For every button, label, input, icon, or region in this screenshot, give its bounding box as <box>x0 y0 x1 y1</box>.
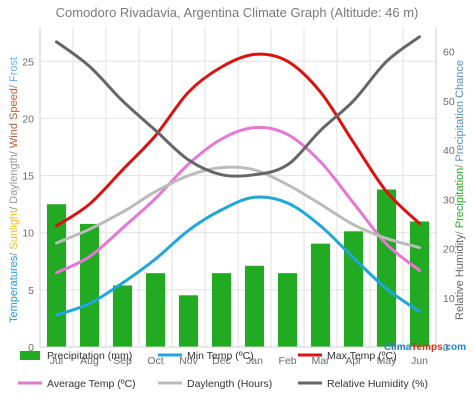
precipitation-bar <box>112 285 133 347</box>
legend-label-precipitation: Precipitation (mm) <box>47 350 132 362</box>
axis-label-part: / <box>8 250 20 256</box>
axis-label-part: Precipitation <box>454 168 466 229</box>
legend-label-daylength: Daylength (Hours) <box>187 378 272 390</box>
y-right-tick-label: 30 <box>443 194 455 206</box>
precipitation-bar <box>376 189 397 347</box>
x-tick-label: Jul <box>50 355 63 367</box>
brand-domain: .com <box>443 342 466 353</box>
y-left-tick-label: 15 <box>22 171 34 183</box>
y-right-tick-label: 20 <box>443 244 455 256</box>
legend: Precipitation (mm) Min Temp (ºC) Max Temp … <box>18 350 428 390</box>
average-temp-line <box>55 125 421 275</box>
precipitation-bar <box>145 273 166 347</box>
axis-label-part: Relative Humidity <box>454 234 466 320</box>
y-right-tick-label: 40 <box>443 145 455 157</box>
precipitation-bar <box>79 223 100 347</box>
x-tick-label: Apr <box>345 355 362 367</box>
y-right-tick-label: 50 <box>443 96 455 108</box>
x-tick-label: Jun <box>411 355 428 367</box>
x-tick-label: Jan <box>246 355 263 367</box>
legend-label-average-temp: Average Temp (ºC) <box>47 378 136 390</box>
brand-temps: Temps <box>411 342 443 353</box>
y-axis-label-right: Relative Humidity/ Precipitation/ Precip… <box>454 60 466 320</box>
chart-title: Comodoro Rivadavia, Argentina Climate Gr… <box>56 5 419 20</box>
daylength-line <box>55 165 421 250</box>
precipitation-bar <box>310 243 331 347</box>
precipitation-bar <box>244 265 265 347</box>
axis-label-part: / <box>8 82 20 88</box>
y-right-tick-label: 0 <box>443 342 449 354</box>
axis-label-part: Sunlight <box>8 210 20 250</box>
x-tick-label: Aug <box>80 355 99 367</box>
y-left-tick-label: 0 <box>28 342 34 354</box>
x-tick-label: Feb <box>278 355 296 367</box>
min-temp-line <box>55 195 421 317</box>
precipitation-bar <box>343 231 364 347</box>
legend-label-relative-humidity: Relative Humidity (%) <box>327 378 428 390</box>
brand-clima: Clima <box>384 342 412 353</box>
precipitation-bar <box>409 221 430 347</box>
axis-label-part: Frost <box>8 57 20 82</box>
y-left-tick-label: 20 <box>22 113 34 125</box>
legend-swatch-precipitation <box>20 351 40 360</box>
axis-label-part: Precipitation Chance <box>454 60 466 162</box>
y-left-tick-label: 10 <box>22 228 34 240</box>
legend-label-min-temp: Min Temp (ºC) <box>187 350 254 362</box>
axes: 0 5 10 15 20 25 0 10 20 30 40 50 60 Jul Aug Sep Oct Nov De… <box>22 27 455 367</box>
precipitation-bars <box>46 189 430 347</box>
axis-label-part: Temperatures <box>8 255 20 323</box>
precipitation-bar <box>178 295 199 347</box>
legend-label-max-temp: Max Temp (ºC) <box>327 350 397 362</box>
relative-humidity-line <box>55 35 421 178</box>
line-series <box>55 35 421 317</box>
y-left-tick-label: 25 <box>22 56 34 68</box>
precipitation-bar <box>277 273 298 347</box>
axis-label-part: / <box>8 148 20 154</box>
axis-label-part: / <box>454 162 466 168</box>
x-tick-label: Nov <box>179 355 198 367</box>
y-right-tick-label: 10 <box>443 293 455 305</box>
y-left-tick-label: 5 <box>28 285 34 297</box>
y-right-tick-label: 60 <box>443 47 455 59</box>
max-temp-line <box>55 52 421 228</box>
x-tick-label: Mar <box>311 355 330 367</box>
precipitation-bar <box>211 273 232 347</box>
axis-label-part: / <box>454 228 466 234</box>
x-tick-label: Dec <box>212 355 231 367</box>
axis-label-part: / <box>8 204 20 210</box>
brand-logo: ClimaTemps.com <box>384 342 466 353</box>
x-tick-label: Oct <box>147 355 163 367</box>
y-axis-label-left: Temperatures/ Sunlight/ Daylength/ Wind … <box>8 57 20 323</box>
x-tick-label: May <box>377 355 398 367</box>
x-tick-label: Sep <box>113 355 132 367</box>
axis-label-part: Daylength <box>8 154 20 204</box>
axis-label-part: Wind Speed <box>8 88 20 148</box>
